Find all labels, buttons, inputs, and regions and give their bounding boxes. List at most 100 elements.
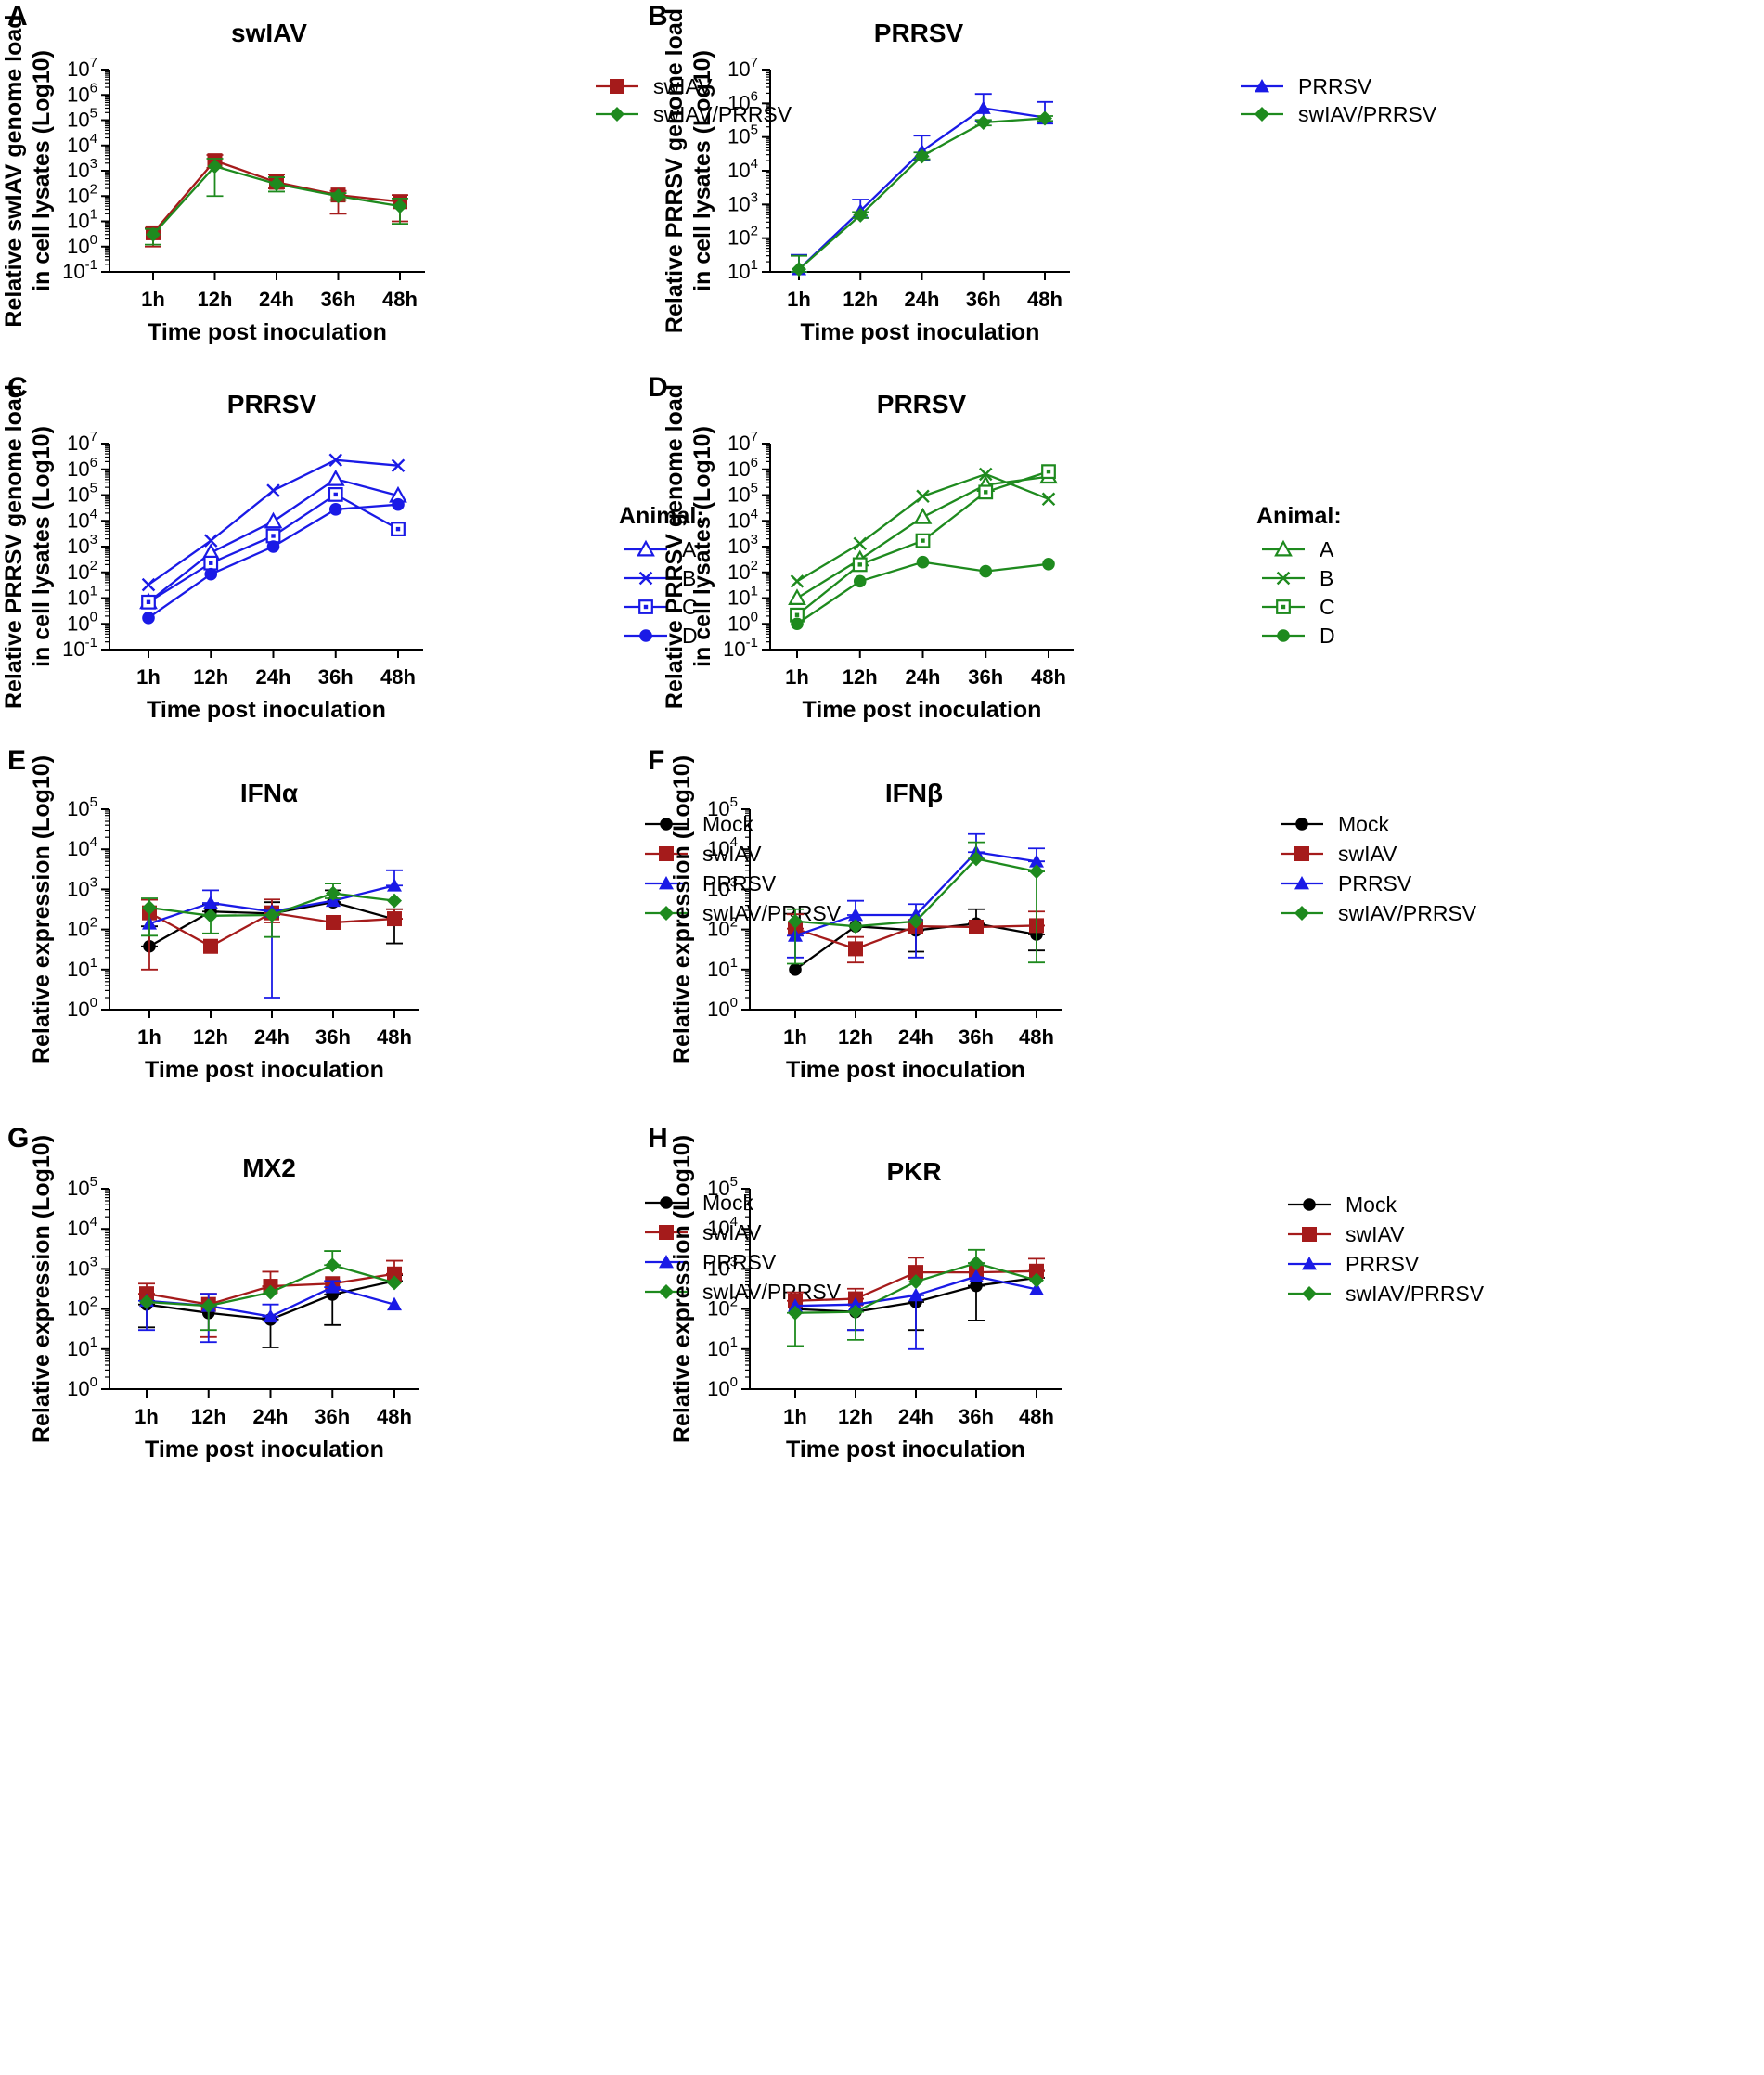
series-c — [141, 487, 406, 610]
y-tick-label: 106 — [67, 80, 97, 106]
y-tick-label: 101 — [67, 955, 97, 981]
legend-label: PRRSV — [1298, 74, 1372, 98]
legend-marker — [1274, 539, 1293, 557]
chart-title: IFNα — [240, 779, 298, 807]
y-tick-label: 100 — [67, 995, 97, 1021]
legend-marker — [659, 1284, 674, 1299]
x-axis-label: Time post inoculation — [803, 697, 1042, 723]
y-tick-label: 102 — [67, 181, 97, 207]
legend-item: swIAV — [645, 1220, 762, 1244]
data-point — [387, 1296, 402, 1311]
data-point — [203, 908, 218, 923]
legend-marker — [637, 539, 655, 557]
series-d — [791, 555, 1055, 631]
legend-item: PRRSV — [645, 871, 777, 896]
panel-letter: F — [648, 745, 664, 776]
y-tick-label: 100 — [707, 1374, 738, 1400]
x-axis-label: Time post inoculation — [147, 697, 386, 723]
data-point — [1029, 1282, 1044, 1295]
legend-marker — [659, 1255, 674, 1269]
legend-label: swIAV — [702, 842, 762, 866]
data-point — [263, 1308, 278, 1323]
x-tick-label: 48h — [1019, 1405, 1054, 1428]
legend-marker — [1294, 876, 1309, 890]
y-tick-label: 102 — [707, 1295, 738, 1321]
legend-label: A — [1320, 537, 1334, 561]
data-point — [853, 536, 867, 551]
y-tick-label: 100 — [707, 995, 738, 1021]
y-tick-label: 107 — [67, 429, 97, 455]
chart-title: PKR — [886, 1157, 941, 1186]
data-point — [792, 262, 806, 277]
x-tick-label: 1h — [785, 665, 809, 689]
y-tick-label: 102 — [67, 558, 97, 584]
x-tick-label: 1h — [141, 288, 165, 311]
x-tick-label: 1h — [136, 665, 161, 689]
legend-item: D — [1262, 624, 1335, 648]
legend-label: Mock — [702, 812, 753, 836]
legend-marker — [1302, 1227, 1317, 1242]
y-tick-label: 107 — [727, 429, 758, 455]
series-swiav-prrsv — [141, 883, 402, 938]
legend-label: Mock — [1346, 1192, 1397, 1217]
legend-item: swIAV — [1281, 842, 1397, 866]
data-point — [328, 487, 343, 502]
legend-marker — [639, 629, 652, 642]
legend-marker — [638, 599, 653, 614]
x-axis-label: Time post inoculation — [786, 1057, 1025, 1083]
legend-item: PRRSV — [645, 1250, 777, 1274]
data-point — [969, 919, 984, 934]
x-tick-label: 24h — [898, 1025, 934, 1049]
data-point — [393, 199, 407, 214]
series-line — [798, 107, 1046, 270]
legend-label: swIAV/PRRSV — [1298, 102, 1437, 126]
x-tick-label: 12h — [843, 665, 878, 689]
data-point — [853, 207, 869, 223]
legend-marker — [1255, 107, 1269, 122]
legend-label: Mock — [1338, 812, 1389, 836]
legend-label: PRRSV — [702, 871, 777, 896]
legend-item: C — [1262, 595, 1335, 619]
series-line — [796, 561, 1049, 625]
legend-label: PRRSV — [1346, 1252, 1420, 1276]
data-point — [916, 555, 930, 569]
legend-marker — [610, 107, 624, 122]
legend-label: swIAV — [1346, 1222, 1405, 1246]
x-tick-label: 24h — [898, 1405, 934, 1428]
chart-title: PRRSV — [227, 390, 317, 419]
y-tick-label: 103 — [67, 874, 97, 900]
y-tick-label: 105 — [727, 122, 758, 148]
panel-letter: E — [7, 745, 26, 776]
legend-title: Animal: — [1256, 503, 1342, 529]
legend-label: swIAV/PRRSV — [1338, 901, 1477, 925]
x-tick-label: 24h — [253, 1405, 289, 1428]
data-point — [326, 885, 341, 901]
y-axis-label: Relative expression (Log10) — [669, 755, 695, 1063]
data-point — [852, 557, 868, 573]
legend-marker — [638, 571, 653, 586]
data-point — [969, 1256, 984, 1271]
data-point — [853, 574, 867, 588]
y-tick-label: 105 — [67, 1174, 97, 1200]
legend-item: swIAV/PRRSV — [645, 1280, 842, 1304]
y-tick-label: 101 — [67, 207, 97, 233]
data-point — [908, 1274, 923, 1290]
data-point — [848, 919, 863, 934]
data-point — [848, 1304, 863, 1320]
data-point — [387, 893, 402, 909]
y-tick-label: 105 — [67, 794, 97, 820]
data-point — [328, 503, 342, 516]
data-point — [1029, 854, 1044, 868]
y-tick-label: 103 — [67, 156, 97, 182]
legend-label: swIAV — [702, 1220, 762, 1244]
legend-marker — [610, 79, 624, 94]
y-tick-label: 102 — [67, 1295, 97, 1321]
data-point — [791, 617, 804, 631]
series-b — [790, 467, 1056, 588]
legend-label: PRRSV — [702, 1250, 777, 1274]
legend-label: swIAV/PRRSV — [1346, 1282, 1485, 1306]
x-tick-label: 36h — [959, 1405, 994, 1428]
y-tick-label: 101 — [707, 1334, 738, 1360]
